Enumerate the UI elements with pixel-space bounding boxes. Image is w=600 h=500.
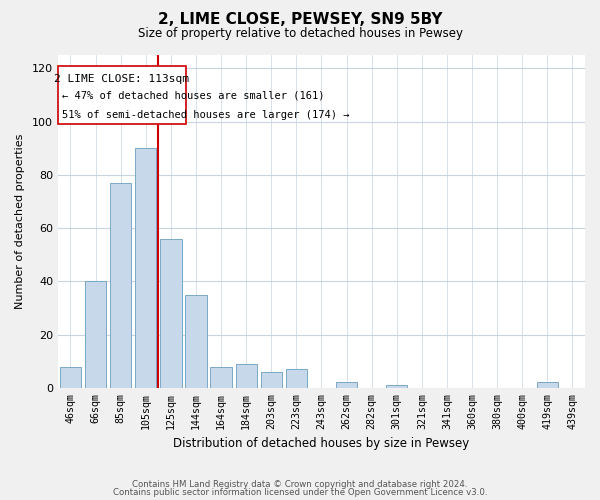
Bar [185,294,206,388]
Bar [536,382,558,388]
Text: Size of property relative to detached houses in Pewsey: Size of property relative to detached ho… [137,28,463,40]
Bar [260,372,282,388]
Bar [336,382,357,388]
Bar [211,366,232,388]
Bar [60,366,81,388]
Text: 51% of semi-detached houses are larger (174) →: 51% of semi-detached houses are larger (… [62,110,349,120]
Bar [85,282,106,388]
Bar [286,369,307,388]
Text: 2 LIME CLOSE: 113sqm: 2 LIME CLOSE: 113sqm [55,74,190,84]
FancyBboxPatch shape [58,66,186,124]
Text: Contains public sector information licensed under the Open Government Licence v3: Contains public sector information licen… [113,488,487,497]
Text: Contains HM Land Registry data © Crown copyright and database right 2024.: Contains HM Land Registry data © Crown c… [132,480,468,489]
Bar [386,385,407,388]
Y-axis label: Number of detached properties: Number of detached properties [15,134,25,309]
X-axis label: Distribution of detached houses by size in Pewsey: Distribution of detached houses by size … [173,437,470,450]
Text: ← 47% of detached houses are smaller (161): ← 47% of detached houses are smaller (16… [62,91,324,101]
Bar [110,183,131,388]
Bar [160,238,182,388]
Bar [135,148,157,388]
Text: 2, LIME CLOSE, PEWSEY, SN9 5BY: 2, LIME CLOSE, PEWSEY, SN9 5BY [158,12,442,28]
Bar [236,364,257,388]
